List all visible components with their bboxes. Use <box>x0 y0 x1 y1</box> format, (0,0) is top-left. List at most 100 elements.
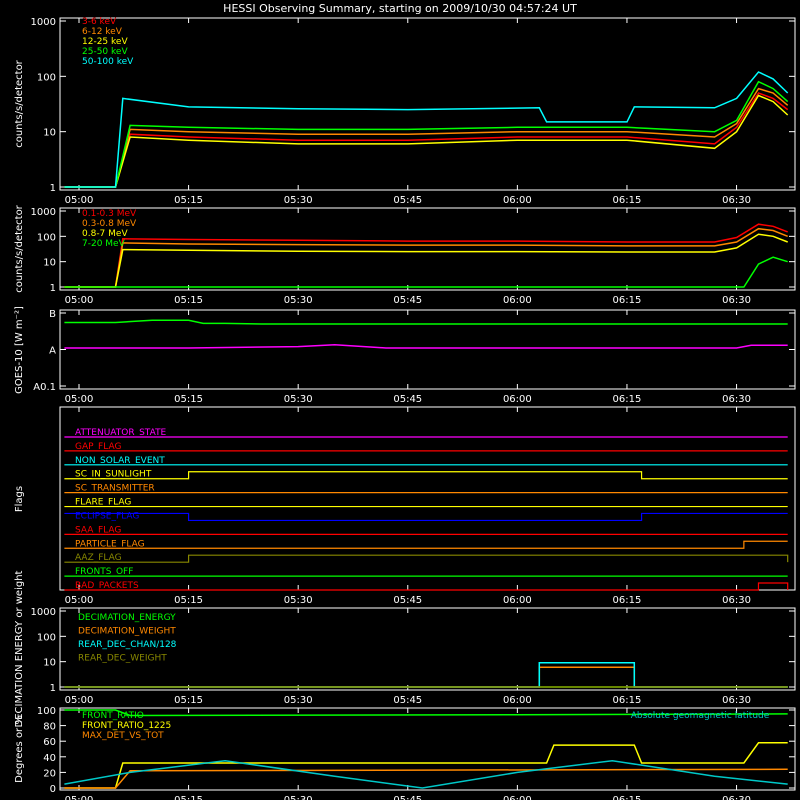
x-tick-label: 06:15 <box>613 195 642 206</box>
x-tick-label: 05:45 <box>393 295 422 306</box>
x-tick-label: 06:15 <box>613 795 642 800</box>
y-axis-label: Flags <box>14 486 25 512</box>
series-aaz-flag <box>64 554 789 563</box>
y-axis-label: counts/s/detector <box>14 59 25 147</box>
legend-saa-flag: SAA_FLAG <box>75 525 121 535</box>
x-tick-label: 05:15 <box>174 595 203 606</box>
y-tick-label: 100 <box>37 72 56 83</box>
x-tick-label: 05:30 <box>284 795 313 800</box>
legend-particle-flag: PARTICLE_FLAG <box>75 539 145 549</box>
x-tick-label: 06:15 <box>613 695 642 706</box>
series-particle-flag <box>64 540 788 549</box>
x-tick-label: 06:30 <box>722 295 751 306</box>
series-7-20-mev <box>64 256 788 288</box>
y-tick-label: 100 <box>37 632 56 643</box>
panel-goes: 05:00 05:15 05:30 05:45 06:00 06:15 06:30 GOES-… <box>14 306 796 405</box>
series-3-6-kev <box>64 92 789 188</box>
legend-non-solar-event: NON_SOLAR_EVENT <box>75 456 165 466</box>
series-sc-in-sunlight <box>64 471 788 480</box>
legend-0-1-0-3-mev: 0.1-0.3 MeV <box>82 209 137 219</box>
legend-sc-transmitter: SC_TRANSMITTER <box>75 484 155 494</box>
panel-frame <box>59 17 796 191</box>
x-tick-label: 05:30 <box>284 394 313 405</box>
x-tick-label: 06:15 <box>613 595 642 606</box>
series-12-25-kev <box>64 94 789 188</box>
x-tick-label: 06:30 <box>722 195 751 206</box>
legend-25-50-kev: 25-50 keV <box>82 47 128 57</box>
panel-rates_high: 05:00 05:15 05:30 05:45 06:00 06:15 06:30 count… <box>14 204 796 306</box>
panel-decimation: 05:00 05:15 05:30 05:45 06:00 06:15 06:30 DECIM… <box>14 570 796 727</box>
x-tick-label: 06:00 <box>503 394 532 405</box>
panel-flags: 05:00 05:15 05:30 05:45 06:00 06:15 06:30 Flags… <box>14 406 796 606</box>
x-tick-label: 05:00 <box>65 595 94 606</box>
x-tick-label: 05:00 <box>65 795 94 800</box>
x-tick-label: 05:00 <box>65 695 94 706</box>
y-tick-label: 10 <box>43 258 56 269</box>
x-tick-label: 05:15 <box>174 795 203 800</box>
legend-attenuator-state: ATTENUATOR_STATE <box>75 428 167 438</box>
x-tick-label: 05:30 <box>284 695 313 706</box>
x-tick-label: 06:30 <box>722 595 751 606</box>
x-tick-label: 05:15 <box>174 295 203 306</box>
x-tick-label: 06:15 <box>613 295 642 306</box>
x-tick-label: 06:15 <box>613 394 642 405</box>
x-tick-label: 05:45 <box>393 394 422 405</box>
legend-fronts-off: FRONTS_OFF <box>75 567 133 577</box>
series-0-8-7-mev <box>64 233 788 288</box>
y-tick-label: 1 <box>50 283 56 294</box>
legend-0-8-7-mev: 0.8-7 MeV <box>82 229 128 239</box>
series-bad-packets <box>64 582 789 591</box>
panel-ratios: 05:00 05:15 05:30 05:45 06:00 06:15 06:30 Degre… <box>14 706 796 800</box>
series-0-1-0-3-mev <box>64 223 788 288</box>
legend-front-ratio-1225: FRONT_RATIO_1225 <box>82 721 171 731</box>
legend-bad-packets: BAD_PACKETS <box>75 581 139 591</box>
figure-title: HESSI Observing Summary, starting on 200… <box>223 2 577 15</box>
y-tick-label: 1000 <box>31 17 56 28</box>
x-tick-label: 06:30 <box>722 394 751 405</box>
x-tick-label: 06:00 <box>503 595 532 606</box>
y-tick-label: 10 <box>43 128 56 139</box>
legend-max-det-vs-tot: MAX_DET_VS_TOT <box>82 731 164 741</box>
y-tick-label: 1 <box>50 683 56 694</box>
x-tick-label: 05:15 <box>174 695 203 706</box>
series-max-det-vs-tot <box>64 768 788 789</box>
y-tick-label: 10 <box>43 658 56 669</box>
y-axis-label: GOES-10 [W m⁻²] <box>14 306 25 394</box>
y-axis-label: Degrees or % <box>14 715 25 783</box>
x-tick-label: 05:30 <box>284 195 313 206</box>
series-absolute-geomagnetic-latitude <box>64 759 788 789</box>
x-tick-label: 05:00 <box>65 295 94 306</box>
panel-frame <box>59 207 796 291</box>
y-tick-label: 1 <box>50 183 56 194</box>
panel-rates: 05:00 05:15 05:30 05:45 06:00 06:15 06:30 count… <box>14 17 796 206</box>
legend-6-12-kev: 6-12 keV <box>82 27 123 37</box>
series-long <box>64 319 788 325</box>
y-tick-label: 60 <box>43 737 56 748</box>
legend-flare-flag: FLARE_FLAG <box>75 498 131 508</box>
series-50-100-kev <box>64 71 789 188</box>
x-tick-label: 06:30 <box>722 795 751 800</box>
series-25-50-kev <box>64 80 789 188</box>
y-axis-label: DECIMATION ENERGY or weight <box>14 570 25 727</box>
legend-3-6-kev: 3-6 keV <box>82 17 117 27</box>
panel-frame <box>59 707 796 791</box>
series-6-12-kev <box>64 87 789 188</box>
series-0-3-0-8-mev <box>64 227 788 288</box>
y-tick-label: 100 <box>37 706 56 717</box>
x-tick-label: 06:00 <box>503 195 532 206</box>
x-tick-label: 05:45 <box>393 795 422 800</box>
legend-sc-in-sunlight: SC_IN_SUNLIGHT <box>75 470 152 480</box>
series-front-ratio-1225 <box>64 742 788 789</box>
legend-decimation-energy: DECIMATION_ENERGY <box>78 613 176 623</box>
legend-aaz-flag: AAZ_FLAG <box>75 553 122 563</box>
x-tick-label: 06:30 <box>722 695 751 706</box>
y-tick-label: 100 <box>37 232 56 243</box>
panel-frame <box>59 607 796 691</box>
y-axis-label: counts/s/detector <box>14 204 25 292</box>
legend-gap-flag: GAP_FLAG <box>75 442 121 452</box>
x-tick-label: 05:45 <box>393 195 422 206</box>
legend-front-ratio: FRONT_RATIO <box>82 711 144 721</box>
y-tick-label: 40 <box>43 753 56 764</box>
x-tick-label: 06:00 <box>503 695 532 706</box>
